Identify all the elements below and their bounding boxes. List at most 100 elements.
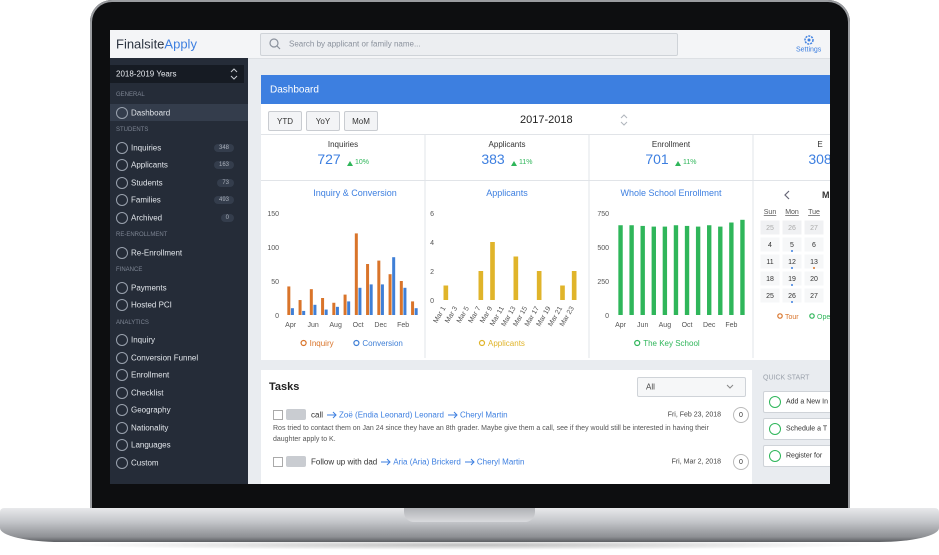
period-button[interactable]: MoM xyxy=(344,111,378,131)
y-tick-label: 150 xyxy=(267,211,279,218)
bar xyxy=(347,301,351,315)
quick-start-icon xyxy=(769,423,781,435)
settings-icon[interactable] xyxy=(803,34,815,46)
nav-icon xyxy=(116,456,128,469)
checkbox[interactable] xyxy=(273,457,283,467)
section-title: ANALYTICS xyxy=(116,319,149,326)
bar xyxy=(324,309,328,315)
nav-item[interactable]: Languages xyxy=(131,440,171,450)
calendar-day: 26 xyxy=(788,293,796,300)
nav-item[interactable]: Dashboard xyxy=(131,108,171,117)
bar xyxy=(651,226,656,315)
bar xyxy=(287,286,291,315)
chart-title: Whole School Enrollment xyxy=(620,188,722,198)
tasks-card: Tasks All call Zoë (Endia Leonard) Leonar… xyxy=(261,370,752,484)
y-tick-label: 4 xyxy=(430,240,434,247)
chart-title: Applicants xyxy=(486,188,528,198)
nav-item[interactable]: Payments xyxy=(131,283,167,292)
bar xyxy=(740,219,745,315)
arrow-icon xyxy=(327,411,337,419)
calendar-day: 12 xyxy=(788,259,796,266)
bar xyxy=(380,284,384,315)
quick-start-button[interactable]: Schedule a T xyxy=(763,418,830,440)
stat-label: Inquiries xyxy=(328,140,358,149)
settings-label[interactable]: Settings xyxy=(796,46,822,54)
nav-icon xyxy=(116,106,128,119)
nav-count: 0 xyxy=(220,213,234,222)
calendar-prev[interactable] xyxy=(784,190,790,200)
quick-start-button[interactable]: Add a New In xyxy=(763,391,830,413)
weekday: Tue xyxy=(808,209,820,216)
nav-item[interactable]: Geography xyxy=(131,405,171,415)
calendar-day: 18 xyxy=(766,276,774,283)
filter-chevron xyxy=(726,384,734,389)
legend-label: Conversion xyxy=(362,339,402,348)
nav-item[interactable]: Enrollment xyxy=(131,370,170,380)
arrow-icon xyxy=(447,411,458,419)
nav-item[interactable]: Custom xyxy=(131,458,159,467)
bar xyxy=(290,308,294,315)
stat-label: Applicants xyxy=(489,140,526,149)
calendar-legend: Ope xyxy=(817,314,830,321)
tasks-filter[interactable]: All xyxy=(637,377,746,397)
task-to[interactable]: Cheryl Martin xyxy=(459,410,508,420)
year-spinner[interactable] xyxy=(620,114,628,126)
nav-item[interactable]: Families xyxy=(131,195,161,205)
task-type-icon xyxy=(286,409,306,420)
arrow-icon xyxy=(381,458,391,466)
bar xyxy=(366,264,370,315)
y-tick-label: 0 xyxy=(275,313,279,320)
calendar-cell xyxy=(759,236,781,253)
quick-start-icon xyxy=(769,396,781,408)
quick-start-label: Schedule a T xyxy=(786,425,828,433)
comment-count[interactable]: 0 xyxy=(733,454,749,470)
nav-item[interactable]: Checklist xyxy=(131,388,164,397)
bar xyxy=(684,225,690,315)
nav-item[interactable]: Students xyxy=(131,178,163,187)
calendar-day: 6 xyxy=(812,242,816,249)
calendar-cell xyxy=(759,270,781,287)
calendar-day: 5 xyxy=(790,242,794,249)
period-button[interactable]: YoY xyxy=(306,111,340,131)
divider xyxy=(261,134,830,135)
nav-item[interactable]: Inquiries xyxy=(131,143,162,152)
legend-marker xyxy=(809,313,815,319)
calendar-cell xyxy=(759,219,781,236)
bar xyxy=(377,260,381,315)
search-box[interactable]: Search by applicant or family name... xyxy=(260,33,678,56)
bar xyxy=(298,300,302,315)
x-tick-label: Aug xyxy=(329,322,342,329)
stat-label: Enrollment xyxy=(652,140,691,149)
nav-item[interactable]: Conversion Funnel xyxy=(131,353,199,362)
nav-item[interactable]: Hosted PCI xyxy=(131,300,172,310)
quick-start-button[interactable]: Register for xyxy=(763,445,830,467)
task-type: Follow up with dad xyxy=(311,457,378,467)
bar xyxy=(729,222,734,315)
checkbox[interactable] xyxy=(273,410,283,420)
event-dot xyxy=(791,284,793,286)
calendar-cell xyxy=(803,270,825,287)
calendar-day: 20 xyxy=(810,276,818,283)
task-note: Ros tried to contact them on Jan 24 sinc… xyxy=(273,425,709,443)
comment-count[interactable]: 0 xyxy=(733,407,749,423)
nav-item[interactable]: Inquiry xyxy=(131,335,156,345)
bar xyxy=(536,271,542,300)
task-to[interactable]: Cheryl Martin xyxy=(476,457,525,467)
period-button[interactable]: YTD xyxy=(268,111,302,131)
task-from[interactable]: Zoë (Endia Leonard) Leonard xyxy=(339,410,444,420)
task-from[interactable]: Aria (Aria) Brickerd xyxy=(393,457,461,467)
nav-item[interactable]: Archived xyxy=(131,213,163,222)
nav-item[interactable]: Applicants xyxy=(131,160,168,170)
year-selector[interactable]: 2018-2019 Years xyxy=(110,65,244,83)
change-arrow xyxy=(511,161,517,166)
calendar-day: 27 xyxy=(810,225,818,232)
bar xyxy=(411,301,415,315)
divider xyxy=(261,180,830,181)
quick-start-label: Add a New In xyxy=(786,398,829,406)
nav-count: 348 xyxy=(213,143,234,152)
chart-title: Inquiry & Conversion xyxy=(313,188,397,198)
active-item-bg xyxy=(110,104,248,121)
nav-count: 73 xyxy=(217,178,234,187)
nav-item[interactable]: Re-Enrollment xyxy=(131,248,183,257)
nav-item[interactable]: Nationality xyxy=(131,423,169,432)
